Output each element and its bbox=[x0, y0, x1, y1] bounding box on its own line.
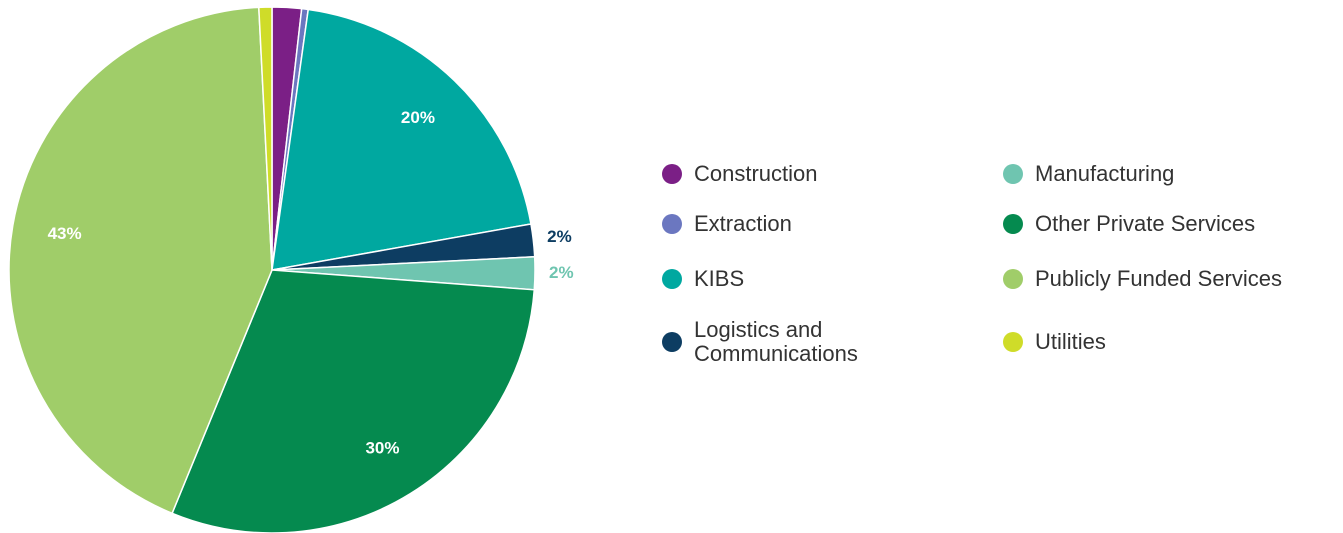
pie-slice bbox=[271, 8, 532, 271]
legend-marker bbox=[1003, 332, 1023, 352]
pie-slice bbox=[257, 6, 273, 271]
legend-marker bbox=[662, 214, 682, 234]
legend-label: Extraction bbox=[694, 211, 792, 236]
legend-label: KIBS bbox=[694, 266, 745, 291]
legend-item: Manufacturing bbox=[1003, 150, 1335, 198]
pie-slice bbox=[8, 6, 273, 515]
data-label: 43% bbox=[48, 224, 82, 243]
legend-item: Other Private Services bbox=[1003, 200, 1335, 248]
legend-label: Publicly Funded Services bbox=[1035, 266, 1283, 291]
data-label: 2% bbox=[547, 227, 572, 246]
data-label: 20% bbox=[401, 108, 435, 127]
legend-item: Extraction bbox=[662, 200, 894, 248]
legend-label: Logistics and Communications bbox=[694, 317, 858, 366]
legend-marker bbox=[662, 332, 682, 352]
legend-marker bbox=[662, 269, 682, 289]
legend-marker bbox=[662, 164, 682, 184]
legend-marker bbox=[1003, 214, 1023, 234]
legend-label: Utilities bbox=[1035, 329, 1106, 354]
legend-label: Other Private Services bbox=[1035, 211, 1256, 236]
legend-label: Manufacturing bbox=[1035, 161, 1175, 186]
data-label: 30% bbox=[365, 439, 399, 458]
legend-item: Logistics and Communications bbox=[662, 318, 894, 366]
legend-marker bbox=[1003, 164, 1023, 184]
legend-item: KIBS bbox=[662, 255, 894, 303]
legend-item: Publicly Funded Services bbox=[1003, 255, 1335, 303]
legend-item: Utilities bbox=[1003, 318, 1335, 366]
legend-item: Construction bbox=[662, 150, 894, 198]
legend-label: Construction bbox=[694, 161, 818, 186]
legend-marker bbox=[1003, 269, 1023, 289]
pie-slice bbox=[171, 269, 536, 533]
data-label: 2% bbox=[549, 263, 574, 282]
